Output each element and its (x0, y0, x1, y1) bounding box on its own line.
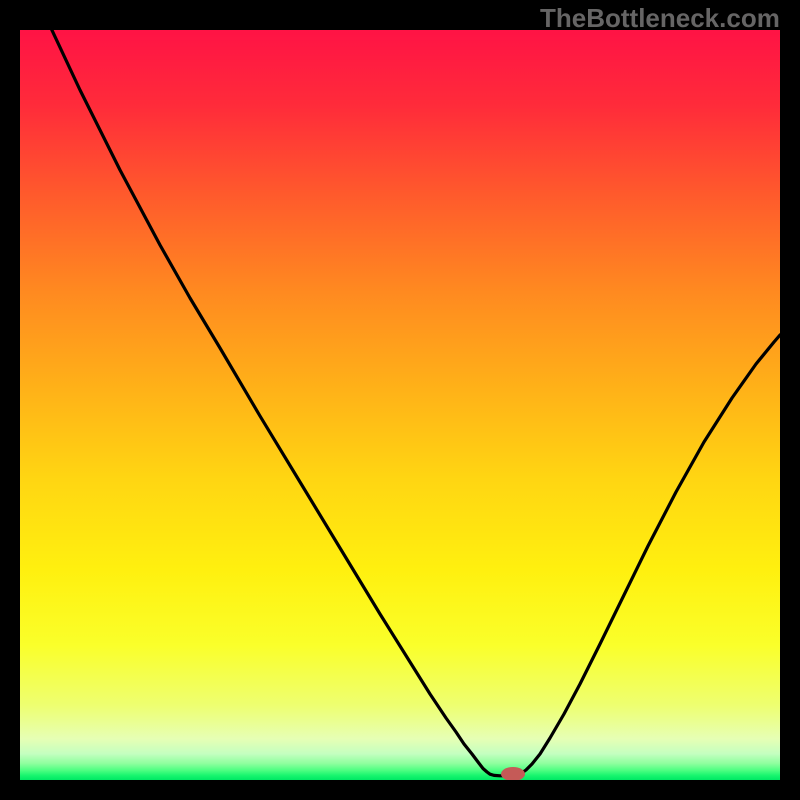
watermark-text: TheBottleneck.com (540, 3, 780, 34)
plot-area (20, 30, 780, 780)
bottleneck-curve (20, 30, 780, 780)
